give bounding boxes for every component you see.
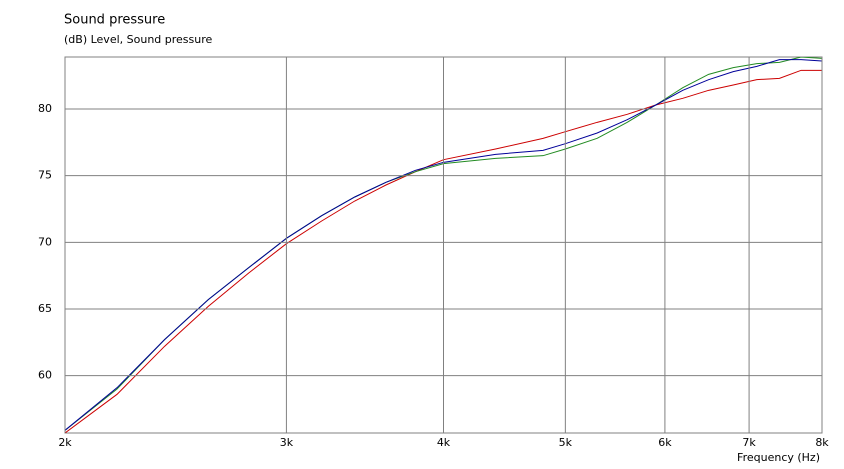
y-tick-label: 65	[38, 302, 52, 315]
plot-lines	[65, 57, 822, 433]
chart-subtitle: (dB) Level, Sound pressure	[64, 33, 213, 46]
x-tick-label: 5k	[559, 436, 573, 449]
series-line	[65, 69, 822, 433]
x-tick-label: 2k	[58, 436, 72, 449]
x-tick-label: 4k	[437, 436, 451, 449]
y-tick-label: 80	[38, 102, 52, 115]
x-tick-label: 6k	[658, 436, 672, 449]
series-line	[65, 59, 822, 431]
x-tick-label: 8k	[815, 436, 829, 449]
chart-title: Sound pressure	[64, 13, 165, 28]
y-tick-label: 70	[38, 235, 52, 248]
y-tick-label: 60	[38, 369, 52, 382]
y-tick-label: 75	[38, 169, 52, 182]
x-axis-label: Frequency (Hz)	[737, 451, 820, 464]
x-tick-label: 3k	[280, 436, 294, 449]
x-tick-label: 7k	[742, 436, 756, 449]
